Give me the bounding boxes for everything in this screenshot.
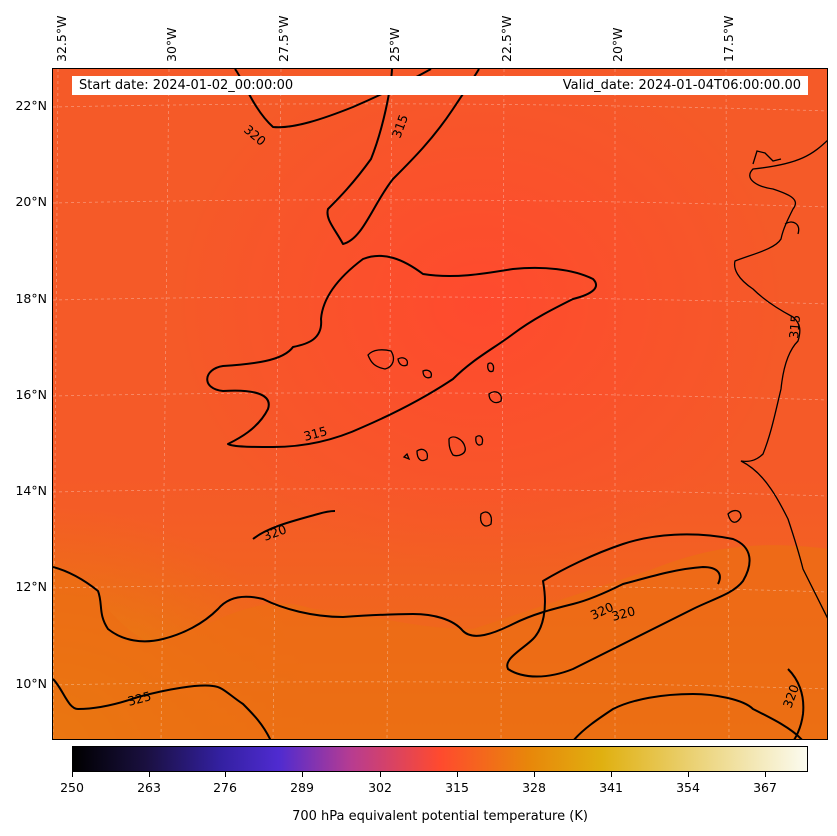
- contour-320-west: [53, 566, 721, 643]
- colorbar-title: 700 hPa equivalent potential temperature…: [292, 809, 588, 824]
- lat-label-20n: 20°N: [15, 194, 47, 209]
- contour-315-central: [206, 254, 598, 448]
- colorbar-tick: [302, 772, 303, 777]
- lon-label-32-5w: 32.5°W: [54, 15, 69, 62]
- map-canvas: 320 315 315 320 325 320 320 320 315: [53, 69, 827, 739]
- contour-label-315-coast: 315: [786, 314, 803, 339]
- coastline-africa: [733, 139, 827, 619]
- lon-label-25w: 25°W: [387, 27, 402, 62]
- lon-label-20w: 20°W: [610, 27, 625, 62]
- island-dot: [402, 452, 411, 461]
- contour-label-layer: 320 315 315 320 325 320 320 320 315: [126, 112, 803, 710]
- island-brava: [416, 448, 429, 462]
- lat-label-22n: 22°N: [15, 98, 47, 113]
- colorbar-tick: [534, 772, 535, 777]
- colorbar-gradient: [73, 747, 807, 771]
- contour-label-320-e2: 320: [610, 603, 637, 624]
- colorbar-label-328: 328: [522, 780, 546, 795]
- colorbar-tick: [611, 772, 612, 777]
- lon-label-27-5w: 27.5°W: [276, 15, 291, 62]
- colorbar-tick: [688, 772, 689, 777]
- coastline-inlet: [752, 150, 782, 165]
- contour-320-se: [787, 668, 805, 739]
- contour-315-tongue: [326, 69, 480, 245]
- lat-label-16n: 16°N: [15, 387, 47, 402]
- island-boa-vista: [488, 391, 502, 404]
- coastline-bay: [784, 221, 800, 235]
- lat-label-12n: 12°N: [15, 579, 47, 594]
- colorbar-tick: [72, 772, 73, 777]
- lat-label-10n: 10°N: [15, 676, 47, 691]
- island-bijagos: [727, 509, 742, 523]
- island-small-south: [479, 511, 493, 527]
- colorbar-label-250: 250: [60, 780, 84, 795]
- colorbar: [72, 746, 808, 772]
- lon-label-22-5w: 22.5°W: [499, 15, 514, 62]
- colorbar-label-367: 367: [753, 780, 777, 795]
- contour-320-east: [506, 533, 751, 678]
- colorbar-tick: [149, 772, 150, 777]
- map-panel: 320 315 315 320 325 320 320 320 315: [52, 68, 828, 740]
- colorbar-label-276: 276: [213, 780, 237, 795]
- lon-label-30w: 30°W: [164, 27, 179, 62]
- start-date-label: Start date: 2024-01-02_00:00:00: [79, 78, 294, 93]
- lon-label-17-5w: 17.5°W: [721, 15, 736, 62]
- island-maio: [475, 435, 484, 446]
- contour-325: [53, 678, 272, 739]
- warm-band: [53, 545, 827, 739]
- island-santa-luzia: [422, 369, 433, 379]
- colorbar-tick: [457, 772, 458, 777]
- lat-label-18n: 18°N: [15, 291, 47, 306]
- colorbar-label-289: 289: [290, 780, 314, 795]
- island-santo-antao: [367, 349, 395, 370]
- contour-320-small: [252, 510, 336, 540]
- contour-320-south: [573, 693, 803, 739]
- island-fogo: [448, 436, 466, 457]
- colorbar-label-263: 263: [137, 780, 161, 795]
- island-sao-vicente: [397, 357, 409, 367]
- island-sal: [487, 362, 495, 373]
- lat-label-14n: 14°N: [15, 483, 47, 498]
- valid-date-label: Valid_date: 2024-01-04T06:00:00.00: [562, 78, 801, 93]
- date-info-bar: Start date: 2024-01-02_00:00:00 Valid_da…: [72, 76, 808, 95]
- colorbar-tick: [380, 772, 381, 777]
- contours: [53, 69, 805, 739]
- contour-label-325: 325: [126, 688, 153, 709]
- contour-label-315-central: 315: [302, 423, 329, 444]
- colorbar-label-341: 341: [599, 780, 623, 795]
- colorbar-tick: [765, 772, 766, 777]
- colorbar-label-354: 354: [676, 780, 700, 795]
- colorbar-tick: [225, 772, 226, 777]
- colorbar-label-315: 315: [445, 780, 469, 795]
- colorbar-label-302: 302: [368, 780, 392, 795]
- coastlines: [367, 139, 827, 619]
